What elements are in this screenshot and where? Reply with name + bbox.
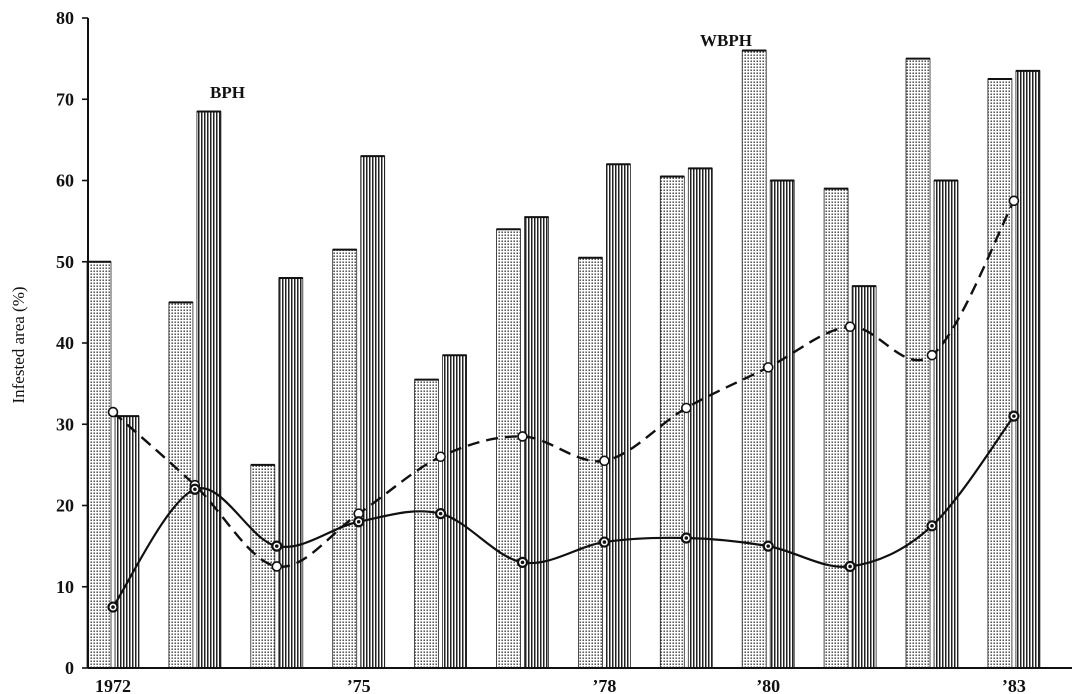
bar-bph-1975 [360,155,386,669]
line-solid [112,415,1015,608]
y-tick-label-20: 20 [56,496,74,516]
bar-bph-1972 [114,415,140,669]
y-tick-label-70: 70 [56,89,74,109]
point-dashed-1979 [680,402,692,414]
series-label-wbph: WBPH [700,31,752,50]
bar-bph-1976 [442,354,468,669]
y-axis-title: Infested area (%) [9,286,28,403]
point-dashed-1983 [1008,195,1020,207]
y-tick-label-80: 80 [56,8,74,28]
bar-wbph-1975 [332,249,358,669]
bar-bph-1980 [769,180,795,669]
bar-wbph-1977 [496,228,521,669]
trend-lines [107,195,1020,613]
x-tick-label-1975: ’75 [347,676,371,694]
x-tick-label-1983: ’83 [1002,676,1026,694]
bar-wbph-1973 [168,301,194,669]
bar-wbph-1981 [823,188,849,669]
point-solid-core-1981 [848,564,852,569]
x-tick-label-1980: ’80 [756,676,780,694]
y-tick-label-0: 0 [65,658,74,678]
y-tick-label-60: 60 [56,171,74,191]
y-tick-label-40: 40 [56,333,74,353]
bar-wbph-1980 [741,50,767,669]
y-tick-label-30: 30 [56,414,74,434]
point-dashed-1977 [517,431,528,442]
line-dashed [112,200,1015,568]
bar-bph-1983 [1015,70,1041,669]
point-solid-core-1977 [520,560,525,565]
point-solid-core-1982 [930,524,934,528]
point-solid-core-1975 [356,519,361,524]
bar-wbph-1983 [987,78,1013,669]
point-solid-core-1980 [766,544,770,548]
bar-wbph-1972 [86,261,112,669]
y-tick-label-10: 10 [56,577,74,597]
x-tick-label-1978: ’78 [592,676,616,694]
point-dashed-1972 [107,406,119,418]
bar-bph-1979 [687,167,713,669]
point-solid-core-1972 [111,605,115,609]
bar-bph-1982 [933,180,959,669]
point-solid-core-1973 [193,487,197,492]
point-dashed-1982 [926,349,938,361]
bar-wbph-1978 [578,257,603,669]
point-dashed-1981 [844,321,856,333]
bar-wbph-1982 [905,58,931,669]
point-solid-core-1983 [1012,414,1016,418]
y-tick-label-50: 50 [56,252,74,272]
series-label-bph: BPH [210,83,245,102]
bar-bph-1981 [851,285,877,669]
point-solid-core-1974 [275,544,279,548]
point-solid-core-1979 [684,536,689,540]
point-solid-core-1978 [602,540,607,544]
bar-bph-1978 [606,163,631,669]
bar-bph-1973 [196,111,222,669]
bar-wbph-1976 [414,379,440,669]
point-dashed-1974 [271,561,283,572]
point-dashed-1980 [762,362,774,373]
bar-wbph-1974 [250,464,276,669]
bars [86,49,1041,669]
point-dashed-1976 [435,451,446,463]
point-dashed-1978 [599,455,610,467]
point-solid-core-1976 [438,511,443,516]
axes [82,17,1072,669]
x-tick-label-1972: 1972 [95,676,131,694]
bar-bph-1974 [278,277,304,669]
